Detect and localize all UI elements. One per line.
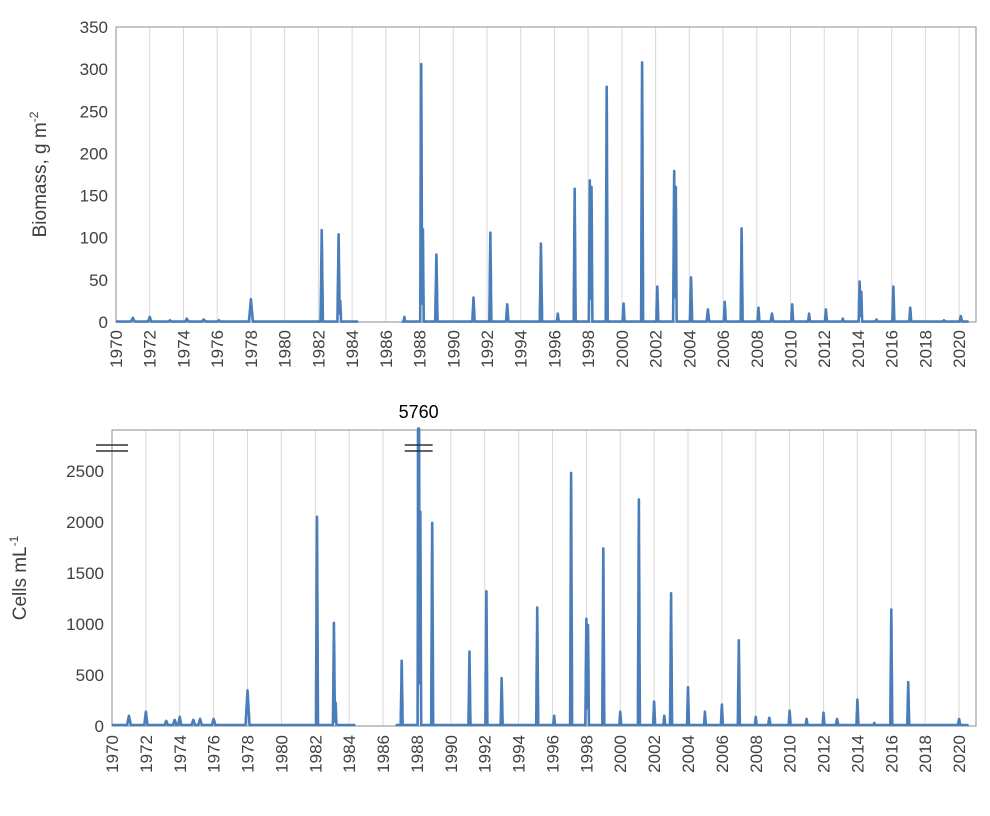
y-tick-label: 50 (89, 271, 108, 290)
x-tick-label: 2000 (613, 330, 632, 368)
plot-frame (115, 26, 977, 323)
x-tick-label: 1982 (309, 330, 328, 368)
x-tick-label: 2016 (883, 330, 902, 368)
y-tick-label: 2000 (66, 513, 104, 532)
x-tick-label: 1996 (545, 330, 564, 368)
x-tick-label: 1972 (141, 330, 160, 368)
x-tick-label: 2008 (747, 735, 766, 773)
y-axis-title-text: Cells mL (10, 546, 31, 620)
x-tick-label: 2012 (815, 330, 834, 368)
x-tick-label: 1988 (408, 735, 427, 773)
x-tick-label: 1986 (374, 735, 393, 773)
x-tick-label: 1992 (476, 735, 495, 773)
series-line (401, 61, 969, 323)
x-tick-label: 1976 (208, 330, 227, 368)
y-tick-label: 300 (80, 60, 108, 79)
x-tick-label: 1994 (510, 735, 529, 773)
series-line (395, 427, 969, 727)
x-tick-label: 1992 (478, 330, 497, 368)
y-tick-label: 2500 (66, 462, 104, 481)
x-tick-label: 2018 (916, 330, 935, 368)
biomass-chart: 0 50 100 150 200 250 300 350 1970 1972 1974 1976 197… (27, 18, 977, 368)
x-tick-label: 1984 (343, 330, 362, 368)
x-tick-label: 2002 (645, 735, 664, 773)
y-axis-title: Biomass, g m-2 (27, 111, 51, 237)
x-tick-label: 2010 (782, 330, 801, 368)
x-tick-label: 2006 (713, 735, 732, 773)
x-tick-label: 1986 (377, 330, 396, 368)
y-tick-label: 500 (76, 666, 104, 685)
y-tick-label: 0 (95, 717, 104, 736)
x-tick-label: 2016 (882, 735, 901, 773)
x-tick-label: 2010 (781, 735, 800, 773)
x-tick-label: 2006 (714, 330, 733, 368)
x-tick-label: 1998 (577, 735, 596, 773)
x-tick-label: 1978 (239, 735, 258, 773)
x-tick-label: 2014 (848, 735, 867, 773)
x-tick-label: 1976 (205, 735, 224, 773)
y-axis-title-text: Biomass, g m (30, 122, 51, 237)
x-tick-label: 1980 (276, 330, 295, 368)
x-tick-label: 1990 (444, 330, 463, 368)
x-tick-label: 2020 (950, 735, 969, 773)
x-tick-label: 1994 (512, 330, 531, 368)
x-tick-label: 1970 (107, 330, 126, 368)
x-tick-label: 2000 (611, 735, 630, 773)
x-tick-label: 1996 (543, 735, 562, 773)
x-tick-label: 2018 (916, 735, 935, 773)
y-axis-title-superscript: -1 (7, 535, 21, 546)
x-tick-label: 1974 (171, 735, 190, 773)
cells-chart: 0 500 1000 1500 2000 2500 1970 1972 1974 1976 1978… (7, 402, 977, 773)
x-tick-label: 1988 (411, 330, 430, 368)
x-tick-label: 2014 (849, 330, 868, 368)
x-tick-label: 1972 (137, 735, 156, 773)
x-tick-label: 2002 (647, 330, 666, 368)
y-tick-label: 100 (80, 229, 108, 248)
x-tick-label: 1984 (340, 735, 359, 773)
x-tick-label: 1980 (272, 735, 291, 773)
y-tick-label: 1000 (66, 615, 104, 634)
y-tick-label: 150 (80, 187, 108, 206)
x-tick-label: 2004 (680, 330, 699, 368)
x-tick-label: 2004 (679, 735, 698, 773)
x-tick-label: 1974 (174, 330, 193, 368)
series-line (116, 228, 359, 323)
y-tick-label: 1500 (66, 564, 104, 583)
x-tick-label: 1990 (442, 735, 461, 773)
series-line (112, 515, 356, 727)
peak-value-label: 5760 (399, 402, 439, 422)
x-tick-label: 1982 (306, 735, 325, 773)
y-axis-title: Cells mL-1 (7, 535, 31, 620)
y-tick-label: 250 (80, 102, 108, 121)
x-tick-label: 1970 (103, 735, 122, 773)
y-tick-label: 350 (80, 18, 108, 37)
y-tick-label: 0 (99, 313, 108, 332)
x-tick-label: 1978 (242, 330, 261, 368)
x-tick-label: 2020 (950, 330, 969, 368)
y-tick-label: 200 (80, 144, 108, 163)
y-axis-title-superscript: -2 (27, 111, 41, 122)
x-tick-label: 2008 (748, 330, 767, 368)
x-tick-label: 2012 (815, 735, 834, 773)
plot-frame (111, 429, 977, 727)
x-tick-label: 1998 (579, 330, 598, 368)
